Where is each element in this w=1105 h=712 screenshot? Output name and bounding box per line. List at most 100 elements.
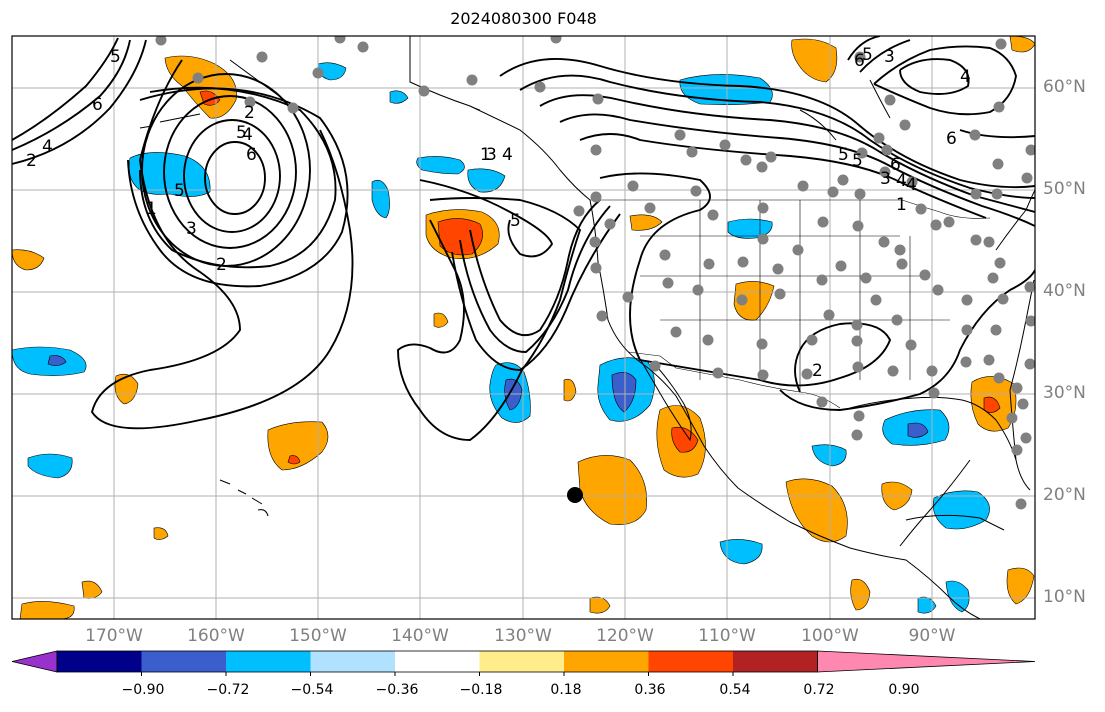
- contour-label: 1: [896, 195, 907, 215]
- station-dot: [662, 277, 674, 289]
- contour-label-group: 6 4 2 5 4 6 3 1 5 2 3 4 5 6 5 3 4 5 6 3 …: [26, 45, 971, 381]
- colorbar-segment: [395, 651, 480, 672]
- contour-line: [499, 58, 1035, 189]
- station-dot: [835, 260, 847, 272]
- station-dot: [969, 129, 981, 141]
- pos-anomaly-area: [589, 596, 611, 614]
- tropical-cyclone-marker: [567, 487, 583, 503]
- station-dot: [919, 269, 931, 281]
- station-dot: [1025, 144, 1035, 156]
- station-dot: [881, 144, 893, 156]
- chart-title: 2024080300 F048: [450, 9, 597, 28]
- lon-label: 150°W: [289, 626, 347, 646]
- contour-label: 5: [510, 211, 521, 231]
- colorbar-tick-label: −0.90: [121, 682, 165, 698]
- station-dot: [765, 151, 777, 163]
- station-dot: [987, 272, 999, 284]
- colorbar-tick-label: 0.18: [550, 682, 582, 698]
- colorbar-segment: [648, 651, 734, 672]
- pos-anomaly-core: [287, 455, 301, 465]
- station-dot: [686, 146, 698, 158]
- station-dot: [334, 36, 346, 44]
- station-dot: [852, 361, 864, 373]
- station-dot: [707, 209, 719, 221]
- station-dot: [851, 335, 863, 347]
- station-dot: [589, 236, 601, 248]
- contour-line: [419, 179, 554, 258]
- contour-label: 4: [896, 171, 907, 191]
- station-dot: [244, 96, 256, 108]
- contour-label: 1: [480, 145, 491, 165]
- station-dot: [817, 216, 829, 228]
- station-dot: [622, 291, 634, 303]
- colorbar-tick-label: 0.72: [803, 682, 835, 698]
- neg-anomaly-area: [932, 490, 990, 530]
- pos-anomaly-area: [577, 455, 647, 525]
- station-dot: [1025, 315, 1035, 327]
- station-dot: [991, 188, 1003, 200]
- colorbar-tick-label: −0.72: [206, 682, 250, 698]
- contour-label: 5: [174, 181, 185, 201]
- station-dot: [906, 176, 918, 188]
- colorbar-tick-label: −0.18: [459, 682, 503, 698]
- contour-label: 2: [26, 151, 37, 171]
- station-dot: [1011, 444, 1023, 456]
- station-dot: [756, 338, 768, 350]
- station-dot: [737, 256, 749, 268]
- station-dot: [983, 354, 995, 366]
- contour-label: 4: [242, 125, 253, 145]
- station-dot: [192, 72, 204, 84]
- contour-line: [139, 86, 337, 269]
- lon-label: 100°W: [801, 626, 859, 646]
- colorbar-segment: [733, 651, 818, 672]
- contour-line: [847, 36, 1017, 116]
- us-canada-border: [590, 199, 991, 219]
- station-dot: [852, 220, 864, 232]
- contour-line: [90, 59, 354, 430]
- station-dot: [994, 257, 1006, 269]
- neg-anomaly-core: [611, 372, 637, 413]
- station-dot: [970, 234, 982, 246]
- hawaii-islands: [219, 479, 269, 517]
- contour-line: [127, 87, 349, 288]
- station-dot: [604, 218, 616, 230]
- colorbar-segment: [57, 651, 142, 672]
- pos-anomaly-area: [629, 214, 663, 231]
- colorbar: [11, 650, 1036, 676]
- station-dot: [590, 262, 602, 274]
- contour-label: 6: [890, 155, 901, 175]
- station-dot: [1020, 432, 1032, 444]
- station-dot: [1006, 412, 1018, 424]
- station-dot: [757, 233, 769, 245]
- contour-label: 4: [906, 175, 917, 195]
- lat-label: 30°N: [1043, 383, 1086, 403]
- neg-anomaly-core: [47, 355, 67, 366]
- station-dot: [851, 429, 863, 441]
- neg-anomaly-area: [389, 90, 409, 104]
- station-dot: [703, 258, 715, 270]
- station-dot: [712, 367, 724, 379]
- station-dots: [155, 36, 1035, 510]
- contour-line: [459, 205, 611, 353]
- station-dot: [590, 191, 602, 203]
- station-dot: [905, 339, 917, 351]
- pos-anomaly-area: [850, 578, 871, 611]
- colorbar-tick-label: −0.54: [290, 682, 334, 698]
- lon-label: 130°W: [494, 626, 552, 646]
- station-dot: [853, 410, 865, 422]
- lat-label: 50°N: [1043, 179, 1086, 199]
- station-dot: [887, 365, 899, 377]
- station-dot: [312, 67, 324, 79]
- station-dot: [772, 263, 784, 275]
- station-dot: [287, 102, 299, 114]
- cuba: [905, 514, 1005, 531]
- contour-line: [469, 199, 601, 337]
- station-dot: [961, 324, 973, 336]
- contour-label: 3: [880, 169, 891, 189]
- contour-label: 6: [92, 95, 103, 115]
- map-frame: [11, 35, 1036, 620]
- colorbar-segment: [310, 651, 396, 672]
- pos-anomaly-area: [267, 421, 329, 471]
- neg-anomaly-area: [27, 453, 73, 479]
- station-dot: [997, 293, 1009, 305]
